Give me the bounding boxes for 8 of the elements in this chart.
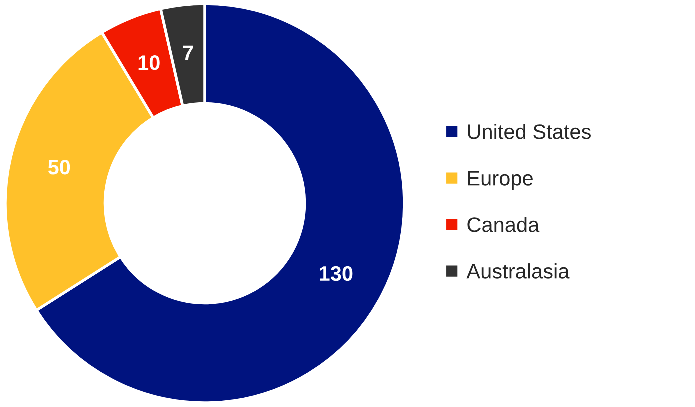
data-label: 10 [138,56,160,70]
legend-label: Canada [468,217,540,232]
data-label: 7 [183,46,194,60]
data-label: 50 [48,160,70,175]
legend-label: Australasia [466,264,570,279]
legend-label: Europe [468,171,533,190]
legend-label: United States [468,124,591,140]
data-label: 130 [320,266,353,282]
